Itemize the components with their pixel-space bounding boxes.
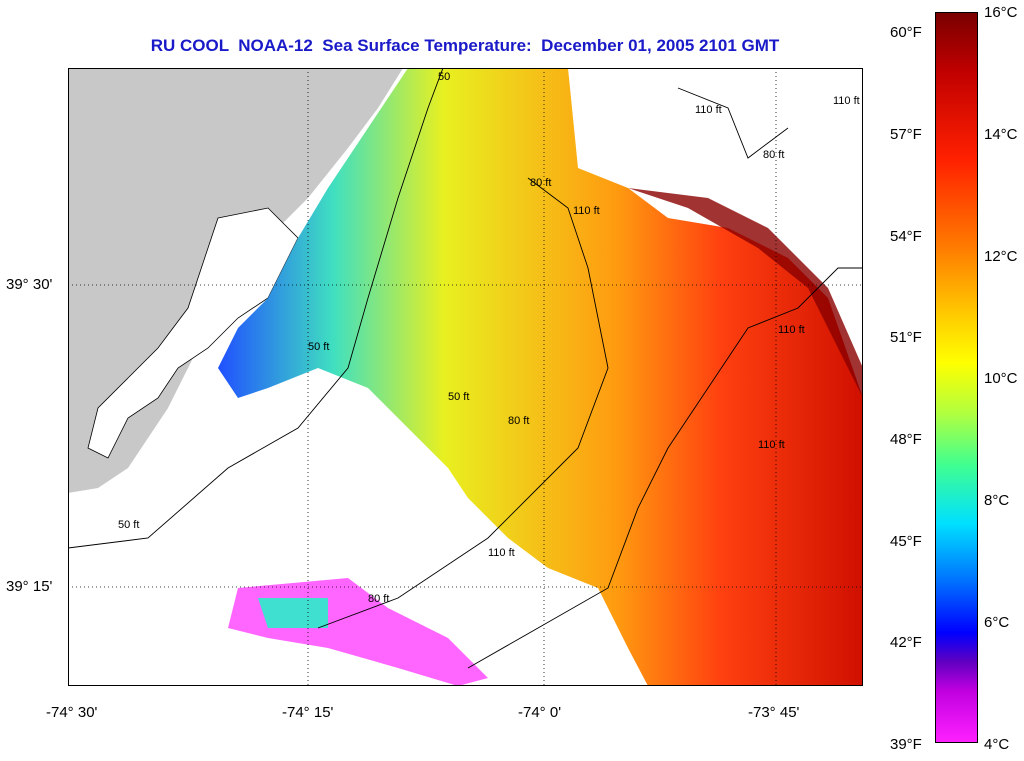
scale-f-label: 45°F — [890, 533, 922, 550]
y-tick-label: 39° 15' — [6, 578, 53, 595]
contour-label: 110 ft — [695, 104, 722, 116]
contour-label: 110 ft — [488, 547, 515, 559]
scale-c-label: 8°C — [984, 492, 1010, 509]
x-tick-label: -74° 0' — [518, 704, 562, 721]
contour-50 — [68, 68, 444, 549]
contour-label: 110 ft — [573, 205, 600, 217]
contour-label: 80 ft — [763, 149, 784, 161]
contour-110b — [677, 87, 789, 159]
sst-field — [218, 68, 863, 686]
contour-label: 110 ft — [778, 324, 805, 336]
scale-c-label: 16°C — [984, 4, 1018, 21]
contour-label: 110 ft — [833, 95, 860, 107]
sst-map: 50 80 ft 110 ft 80 ft 110 ft 110 ft 50 f… — [68, 68, 863, 686]
scale-c-label: 6°C — [984, 614, 1010, 631]
x-tick-label: -73° 45' — [748, 704, 800, 721]
contour-80 — [317, 177, 609, 629]
scale-f-label: 48°F — [890, 431, 922, 448]
x-tick-label: -74° 30' — [46, 704, 98, 721]
contour-label: 80 ft — [530, 177, 551, 189]
color-scale-bar — [935, 12, 978, 743]
contour-label: 80 ft — [368, 593, 389, 605]
sst-dark-band — [628, 188, 863, 398]
contour-label: 110 ft — [758, 439, 785, 451]
scale-c-label: 12°C — [984, 248, 1018, 265]
contour-label: 50 ft — [118, 519, 139, 531]
x-tick-label: -74° 15' — [282, 704, 334, 721]
contour-label: 50 ft — [308, 341, 329, 353]
sst-fragment — [228, 578, 488, 686]
scale-c-label: 10°C — [984, 370, 1018, 387]
contour-label: 50 — [438, 71, 450, 83]
scale-f-label: 39°F — [890, 736, 922, 753]
scale-f-label: 51°F — [890, 329, 922, 346]
scale-c-label: 14°C — [984, 126, 1018, 143]
y-tick-label: 39° 30' — [6, 276, 53, 293]
scale-c-label: 4°C — [984, 736, 1010, 753]
scale-f-label: 60°F — [890, 24, 922, 41]
scale-f-label: 42°F — [890, 634, 922, 651]
scale-f-label: 57°F — [890, 126, 922, 143]
sst-map-svg: 50 80 ft 110 ft 80 ft 110 ft 110 ft 50 f… — [68, 68, 863, 686]
contour-label: 80 ft — [508, 415, 529, 427]
sst-fragment-cyan — [258, 598, 328, 628]
map-title: RU COOL NOAA-12 Sea Surface Temperature:… — [150, 36, 780, 55]
contour-110 — [467, 267, 863, 669]
contour-label: 50 ft — [448, 391, 469, 403]
scale-f-label: 54°F — [890, 228, 922, 245]
